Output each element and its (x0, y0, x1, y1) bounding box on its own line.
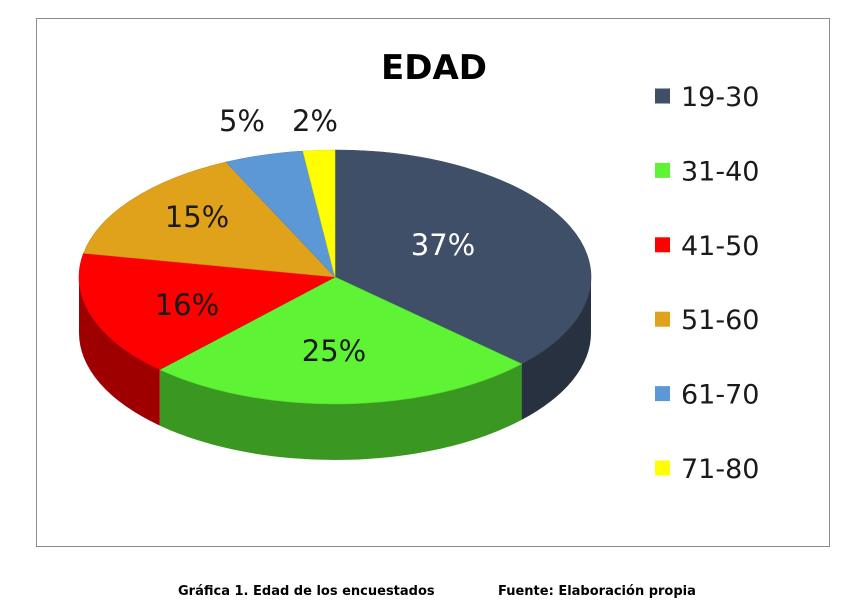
slice-labels: 37% 25% 16% 15% 5% 2% (155, 104, 475, 368)
pie-chart: EDAD 37% 25% 16% 15% 5% 2% 19-30 31-40 41-50 51-… (78, 48, 759, 485)
legend-label-41-50: 41-50 (681, 231, 759, 262)
legend-label-31-40: 31-40 (681, 156, 759, 187)
legend: 19-30 31-40 41-50 51-60 61-70 71-80 (655, 82, 759, 485)
slice-label-41-50: 16% (155, 288, 219, 322)
slice-label-61-70: 5% (219, 104, 265, 138)
pie-slice-side-41-50 (79, 277, 160, 426)
pie-slice-side-19-30 (521, 277, 591, 420)
legend-label-51-60: 51-60 (681, 305, 759, 336)
slice-label-19-30: 37% (411, 228, 475, 262)
pie-group (78, 149, 592, 460)
pie-slice-41-50 (78, 252, 337, 370)
legend-swatch-31-40 (655, 162, 670, 178)
slice-label-31-40: 25% (302, 334, 366, 368)
slice-label-51-60: 15% (165, 200, 229, 234)
figure-caption: Gráfica 1. Edad de los encuestados Fuent… (0, 584, 850, 606)
pie-slice-side-31-40 (159, 363, 522, 460)
chart-frame: EDAD 37% 25% 16% 15% 5% 2% 19-30 31-40 41-50 51-… (36, 18, 830, 547)
slice-label-71-80: 2% (292, 104, 338, 138)
legend-swatch-41-50 (655, 237, 670, 253)
legend-swatch-61-70 (655, 386, 670, 402)
figure-caption-text: Gráfica 1. Edad de los encuestados (178, 584, 435, 599)
legend-swatch-71-80 (655, 460, 670, 476)
pie-slice-51-60 (83, 161, 336, 278)
legend-swatch-51-60 (655, 311, 670, 327)
chart-title: EDAD (381, 48, 487, 88)
legend-label-71-80: 71-80 (681, 454, 759, 485)
pie-slice-71-80 (302, 149, 336, 278)
pie-slice-31-40 (159, 276, 523, 405)
legend-label-61-70: 61-70 (681, 380, 759, 411)
figure-source-text: Fuente: Elaboración propia (498, 584, 696, 599)
legend-swatch-19-30 (655, 88, 670, 104)
legend-label-19-30: 19-30 (681, 82, 759, 113)
pie-slice-19-30 (334, 149, 592, 365)
